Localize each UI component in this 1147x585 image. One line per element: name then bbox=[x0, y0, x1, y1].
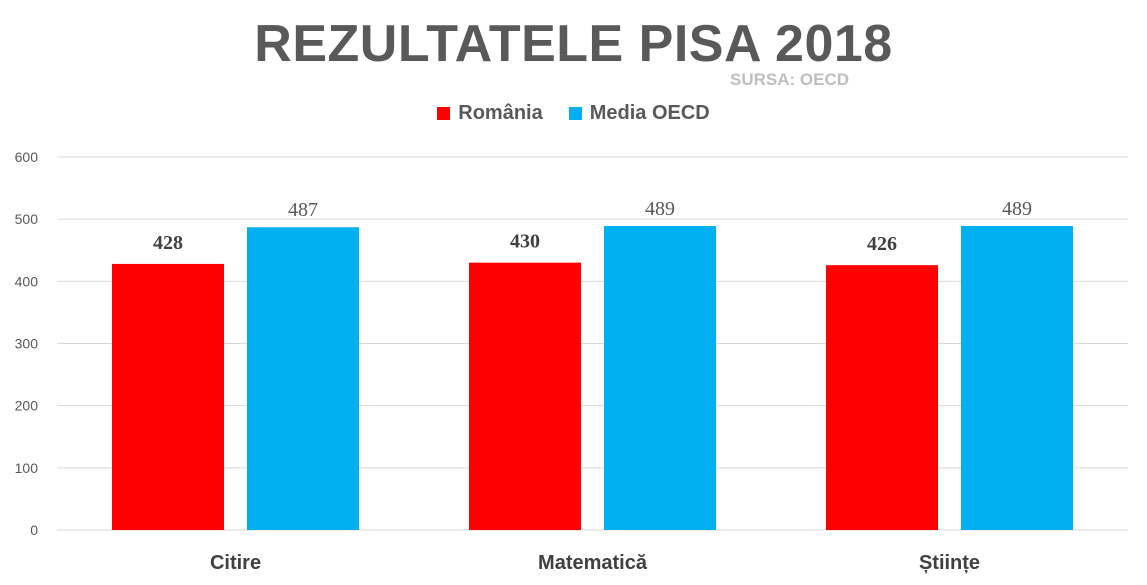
legend: România Media OECD bbox=[0, 102, 1147, 125]
legend-swatch-oecd bbox=[568, 107, 582, 120]
data-label: 489 bbox=[1002, 198, 1032, 220]
y-tick-label: 0 bbox=[30, 522, 38, 538]
y-tick-label: 100 bbox=[15, 460, 39, 476]
data-label: 487 bbox=[288, 199, 318, 221]
data-label: 489 bbox=[645, 198, 675, 220]
bar bbox=[247, 227, 359, 530]
bar bbox=[469, 262, 581, 530]
legend-item-oecd: Media OECD bbox=[568, 102, 710, 125]
chart-title: REZULTATELE PISA 2018 bbox=[254, 15, 893, 73]
data-label: 428 bbox=[153, 232, 183, 254]
y-tick-label: 300 bbox=[15, 336, 39, 352]
y-tick-label: 200 bbox=[15, 398, 39, 414]
bar bbox=[604, 226, 716, 530]
y-tick-label: 400 bbox=[15, 273, 39, 289]
bar bbox=[961, 226, 1073, 530]
y-tick-label: 600 bbox=[15, 149, 39, 165]
data-label: 426 bbox=[867, 233, 897, 255]
data-label: 430 bbox=[510, 231, 540, 253]
x-category-label: Matematică bbox=[538, 552, 648, 574]
bar bbox=[826, 265, 938, 530]
x-category-label: Citire bbox=[210, 552, 261, 574]
y-tick-label: 500 bbox=[15, 211, 39, 227]
legend-item-romania: România bbox=[437, 102, 543, 125]
legend-label-oecd: Media OECD bbox=[589, 102, 710, 124]
legend-swatch-romania bbox=[437, 107, 451, 120]
x-category-label: Științe bbox=[919, 552, 980, 574]
chart-subtitle: SURSA: OECD bbox=[730, 70, 850, 89]
bar bbox=[112, 263, 224, 530]
legend-label-romania: România bbox=[458, 102, 543, 124]
